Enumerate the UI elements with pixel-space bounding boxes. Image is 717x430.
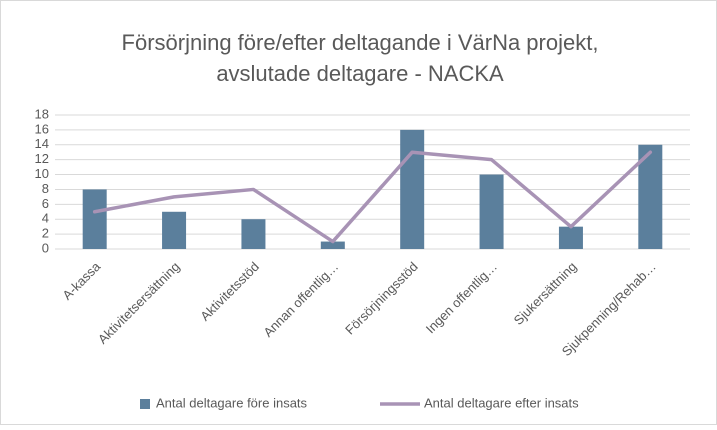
bar [479, 174, 504, 249]
y-tick-label: 2 [42, 226, 49, 241]
y-tick-label: 16 [35, 121, 49, 136]
bar [320, 241, 345, 249]
y-tick-label: 4 [42, 211, 49, 226]
chart-title: Försörjning före/efter deltagande i VärN… [122, 30, 599, 55]
y-tick-label: 18 [35, 106, 49, 121]
legend-label: Antal deltagare efter insats [424, 395, 579, 410]
y-tick-label: 8 [42, 181, 49, 196]
y-tick-label: 12 [35, 151, 49, 166]
y-tick-label: 0 [42, 240, 49, 255]
bar [241, 219, 266, 249]
bar [558, 226, 583, 249]
bar [162, 211, 187, 249]
legend-swatch [140, 399, 150, 409]
line [92, 150, 653, 244]
y-tick-label: 6 [42, 196, 49, 211]
bar [400, 129, 425, 249]
y-tick-label: 10 [35, 166, 49, 181]
chart-title: avslutade deltagare - NACKA [216, 61, 504, 86]
bar [82, 189, 107, 249]
y-tick-label: 14 [35, 136, 49, 151]
bar [638, 144, 663, 249]
legend-label: Antal deltagare före insats [156, 395, 308, 410]
